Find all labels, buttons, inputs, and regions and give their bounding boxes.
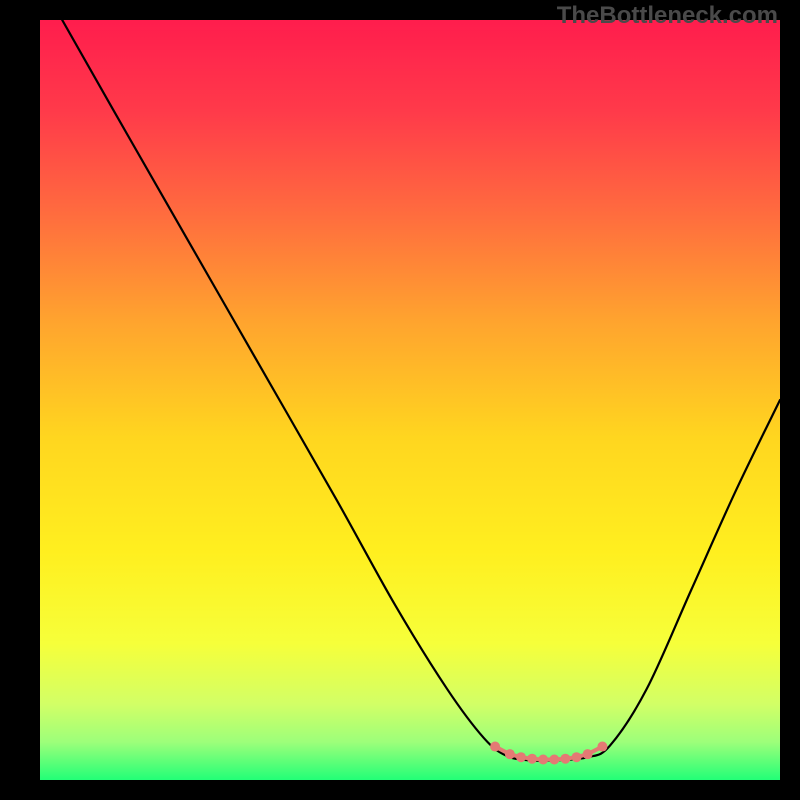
- valley-dot: [516, 752, 526, 762]
- valley-dot: [597, 742, 607, 752]
- bottleneck-chart: [40, 20, 780, 780]
- valley-dot: [549, 754, 559, 764]
- valley-dot: [560, 754, 570, 764]
- gradient-background: [40, 20, 780, 780]
- valley-dot: [490, 742, 500, 752]
- valley-dot: [538, 754, 548, 764]
- watermark-text: TheBottleneck.com: [557, 2, 778, 30]
- plot-area: [40, 20, 780, 780]
- valley-dot: [527, 754, 537, 764]
- chart-frame: TheBottleneck.com: [0, 0, 800, 800]
- valley-dot: [572, 752, 582, 762]
- valley-dot: [583, 749, 593, 759]
- valley-dot: [505, 749, 515, 759]
